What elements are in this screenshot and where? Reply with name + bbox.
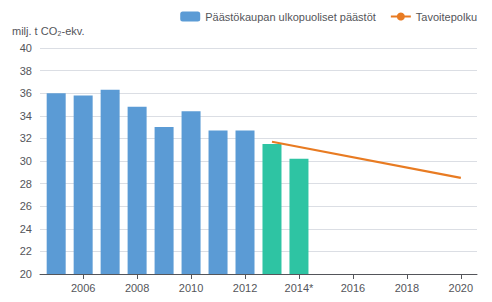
svg-text:2012: 2012 [233,282,257,294]
svg-text:2018: 2018 [395,282,419,294]
svg-text:40: 40 [20,42,32,54]
svg-text:2008: 2008 [125,282,149,294]
svg-text:2016: 2016 [341,282,365,294]
svg-text:Tavoitepolku: Tavoitepolku [416,11,477,23]
svg-text:32: 32 [20,132,32,144]
svg-text:28: 28 [20,178,32,190]
svg-text:34: 34 [20,110,32,122]
svg-text:36: 36 [20,87,32,99]
svg-text:2020: 2020 [449,282,473,294]
svg-text:38: 38 [20,65,32,77]
svg-text:2006: 2006 [71,282,95,294]
svg-text:22: 22 [20,245,32,257]
svg-text:24: 24 [20,223,32,235]
svg-text:Päästökaupan ulkopuoliset pääs: Päästökaupan ulkopuoliset päästöt [205,11,376,23]
svg-text:milj. t CO₂-ekv.: milj. t CO₂-ekv. [12,25,85,37]
svg-text:2010: 2010 [179,282,203,294]
svg-text:26: 26 [20,200,32,212]
svg-text:30: 30 [20,155,32,167]
svg-text:2014*: 2014* [285,282,314,294]
svg-text:20: 20 [20,268,32,280]
